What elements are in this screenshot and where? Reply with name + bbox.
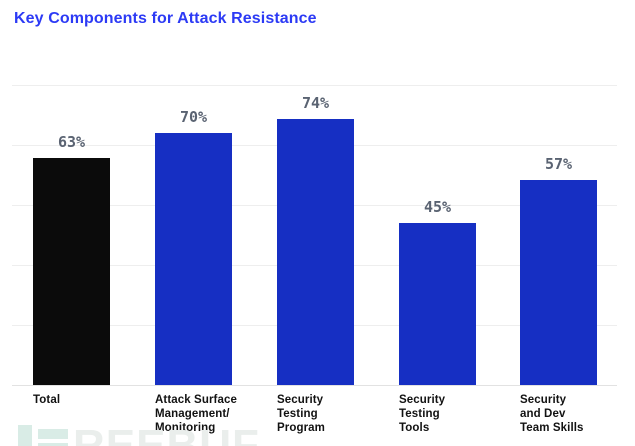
bar-category-label-line: Monitoring (155, 422, 216, 434)
bar-category-label: Security Testing Program (277, 393, 395, 435)
bar-value-label: 45% (423, 198, 452, 216)
bar-category-label-line: Attack Surface (155, 394, 237, 406)
bar-category-label-line: Total (33, 394, 61, 406)
gridline (12, 85, 617, 86)
bar-attack-surface-management-monitoring (155, 133, 232, 385)
bar-category-label-line: Security (277, 394, 324, 406)
freebuf-logo-bar-icon (18, 425, 32, 446)
bar-category-label-line: Testing (399, 408, 440, 420)
bar-security-testing-program (277, 119, 354, 385)
bar-category-label-line: Team Skills (520, 422, 584, 434)
bar-category-label-line: Program (277, 422, 325, 434)
bar-category-label: Attack Surface Management/Monitoring (155, 393, 273, 435)
bar-security-testing-tools (399, 223, 476, 385)
bar-category-label-line: Security (399, 394, 446, 406)
bar-security-and-dev-team-skills (520, 180, 597, 385)
bar-category-label-line: Management/ (155, 408, 230, 420)
bar-category-label-line: Tools (399, 422, 430, 434)
bar-total (33, 158, 110, 385)
bar-value-label: 70% (179, 108, 208, 126)
bar-value-label: 63% (57, 133, 86, 151)
bar-category-label-line: Testing (277, 408, 318, 420)
freebuf-logo-equals-top-icon (38, 429, 68, 439)
bar-value-label: 74% (301, 94, 330, 112)
bar-category-label-line: and Dev (520, 408, 566, 420)
bar-category-label: Security Testing Tools (399, 393, 517, 435)
bar-category-label-line: Security (520, 394, 567, 406)
x-axis-baseline (12, 385, 617, 386)
bar-value-label: 57% (544, 155, 573, 173)
chart-title: Key Components for Attack Resistance (14, 10, 317, 27)
bar-category-label: Security and Dev Team Skills (520, 393, 635, 435)
bar-category-label: Total (33, 393, 151, 407)
